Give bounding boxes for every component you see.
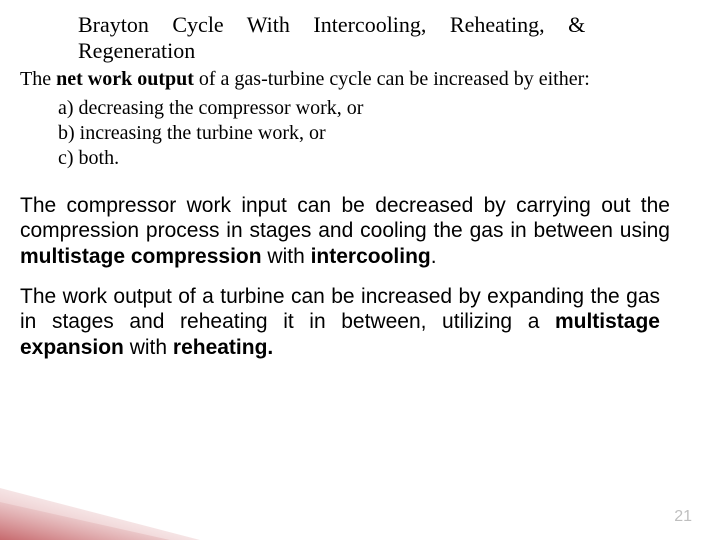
title-line1: Brayton Cycle With Intercooling, Reheati… bbox=[78, 12, 585, 37]
para2-bold2: intercooling bbox=[311, 245, 431, 268]
list-item: b) increasing the turbine work, or bbox=[58, 121, 700, 146]
paragraph-turbine: The work output of a turbine can be incr… bbox=[20, 284, 700, 361]
para3-bold2: reheating. bbox=[173, 336, 273, 359]
list-item: c) both. bbox=[58, 146, 700, 171]
para2-mid: with bbox=[262, 245, 311, 268]
slide: Brayton Cycle With Intercooling, Reheati… bbox=[0, 0, 720, 540]
paragraph-compressor: The compressor work input can be decreas… bbox=[20, 193, 700, 270]
para3-mid: with bbox=[124, 336, 173, 359]
intro-bold: net work output bbox=[56, 68, 194, 90]
page-number: 21 bbox=[674, 508, 692, 526]
intro-post: of a gas-turbine cycle can be increased … bbox=[194, 68, 590, 90]
options-list: a) decreasing the compressor work, or b)… bbox=[20, 96, 700, 171]
slide-title: Brayton Cycle With Intercooling, Reheati… bbox=[20, 12, 700, 65]
intro-sentence: The net work output of a gas-turbine cyc… bbox=[20, 67, 700, 92]
corner-wedge-icon bbox=[0, 480, 220, 540]
para2-post: . bbox=[431, 245, 437, 268]
list-item: a) decreasing the compressor work, or bbox=[58, 96, 700, 121]
intro-pre: The bbox=[20, 68, 56, 90]
para2-bold1: multistage compression bbox=[20, 245, 262, 268]
para2-pre: The compressor work input can be decreas… bbox=[20, 194, 670, 243]
title-line2: Regeneration bbox=[78, 38, 640, 64]
